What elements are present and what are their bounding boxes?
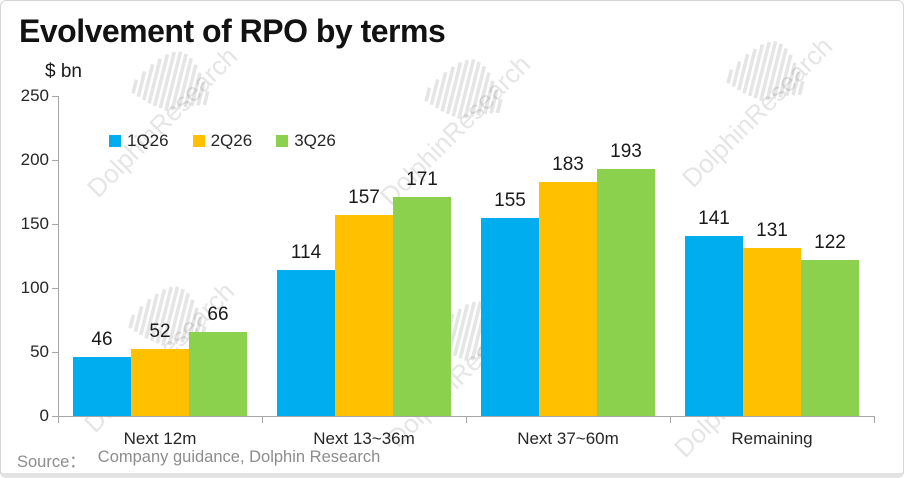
x-axis-tick-0: [58, 416, 59, 423]
bar-1Q26-remaining: [685, 235, 743, 416]
y-axis-tick-150: [52, 223, 58, 225]
y-axis-label-0: 0: [39, 406, 49, 425]
legend-label-3q26: 3Q26: [294, 131, 336, 150]
y-axis-label-100: 100: [20, 278, 49, 297]
legend-item-3q26: 3Q26: [276, 131, 336, 151]
bar-2Q26-next-12m: [131, 349, 189, 416]
bar-value-label: 46: [91, 329, 113, 351]
legend-label-1q26: 1Q26: [127, 131, 169, 150]
x-axis-tick-4: [874, 416, 875, 423]
bar-value-label: 122: [814, 231, 846, 253]
x-axis-tick-2: [466, 416, 467, 423]
y-axis-tick-0: [52, 415, 58, 417]
legend-swatch-2q26: [192, 135, 205, 147]
bar-value-label: 183: [552, 153, 584, 175]
source-text: Company guidance, Dolphin Research: [97, 448, 381, 466]
y-axis-tick-250: [52, 95, 58, 97]
category-label-0: Next 12m: [123, 429, 197, 448]
y-axis-label-200: 200: [20, 150, 49, 169]
x-axis-tick-1: [262, 416, 263, 423]
bar-value-label: 171: [406, 169, 438, 191]
bar-value-label: 114: [290, 242, 322, 264]
bar-value-label: 157: [348, 187, 380, 209]
bar-group-1: 114 157 171 Next 13~36m: [262, 96, 466, 448]
legend-item-2q26: 2Q26: [192, 131, 253, 151]
category-label-3: Remaining: [731, 429, 813, 448]
y-axis-tick-50: [52, 351, 58, 353]
y-axis-tick-200: [52, 159, 58, 161]
y-axis-label-150: 150: [20, 214, 49, 233]
y-axis-label-50: 50: [30, 342, 49, 361]
bar-value-label: 66: [207, 303, 229, 325]
y-axis-line: [58, 96, 59, 416]
x-axis-tick-3: [670, 416, 671, 423]
bar-group-3: 141 131 122 Remaining: [670, 96, 874, 448]
chart-title: Evolvement of RPO by terms: [19, 13, 446, 49]
bar-value-label: 131: [756, 220, 788, 242]
y-axis-unit-label: $ bn: [45, 61, 82, 82]
bar-value-label: 52: [149, 321, 171, 343]
legend-item-1q26: 1Q26: [109, 131, 169, 151]
bar-3Q26-next-13-36m: [393, 197, 451, 416]
category-label-1: Next 13~36m: [313, 429, 415, 448]
bar-value-label: 193: [610, 140, 642, 162]
bar-3Q26-next-12m: [189, 331, 247, 416]
source-label: Source：: [17, 453, 86, 471]
legend-label-2q26: 2Q26: [210, 131, 253, 150]
bar-2Q26-remaining: [743, 248, 801, 416]
bar-1Q26-next-12m: [73, 357, 131, 416]
y-axis-tick-100: [52, 287, 58, 289]
bar-1Q26-next-37-60m: [481, 217, 539, 416]
bar-2Q26-next-37-60m: [539, 181, 597, 416]
category-label-2: Next 37~60m: [517, 429, 619, 448]
bar-3Q26-remaining: [801, 259, 859, 416]
legend-swatch-1q26: [109, 135, 121, 147]
bar-3Q26-next-37-60m: [597, 168, 655, 416]
legend-swatch-3q26: [276, 135, 289, 147]
bar-value-label: 141: [698, 207, 730, 229]
bar-group-2: 155 183 193 Next 37~60m: [466, 96, 670, 448]
bar-2Q26-next-13-36m: [335, 215, 393, 416]
legend: 1Q26 2Q26 3Q26: [109, 131, 336, 151]
source-line: Source： Company guidance, Dolphin Resear…: [17, 448, 380, 472]
bar-value-label: 155: [494, 189, 526, 211]
bar-1Q26-next-13-36m: [277, 270, 335, 416]
bar-group-0: 46 52 66 Next 12m: [58, 96, 262, 448]
plot-area: 0 50 100 150 200 250 46 52 66 Next 12m 114 157 171 Ne…: [21, 86, 875, 448]
y-axis-label-250: 250: [20, 86, 49, 105]
